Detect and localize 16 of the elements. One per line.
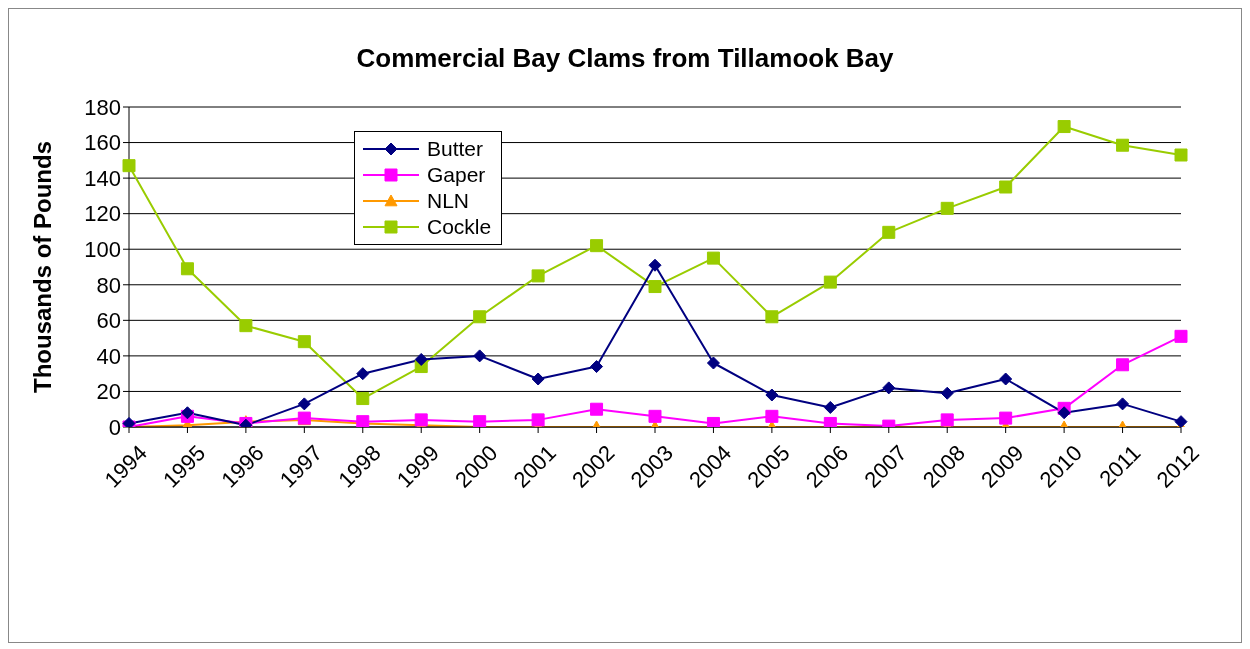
y-tick-label: 100 xyxy=(84,237,121,263)
y-tick-label: 180 xyxy=(84,94,121,120)
legend-label: Cockle xyxy=(427,215,492,239)
chart-title: Commercial Bay Clams from Tillamook Bay xyxy=(355,42,895,73)
legend-label: Gaper xyxy=(427,163,486,187)
y-tick-label: 120 xyxy=(84,201,121,227)
legend-label: NLN xyxy=(427,189,470,213)
y-tick-label: 140 xyxy=(84,165,121,191)
y-tick-label: 160 xyxy=(84,130,121,156)
y-tick-label: 0 xyxy=(108,414,121,440)
legend-label: Butter xyxy=(427,137,484,161)
y-tick-label: 40 xyxy=(96,343,121,369)
y-tick-label: 60 xyxy=(96,308,121,334)
y-tick-label: 80 xyxy=(96,272,121,298)
y-axis-title: Thousands of Pounds xyxy=(28,141,56,393)
y-tick-label: 20 xyxy=(96,379,121,405)
